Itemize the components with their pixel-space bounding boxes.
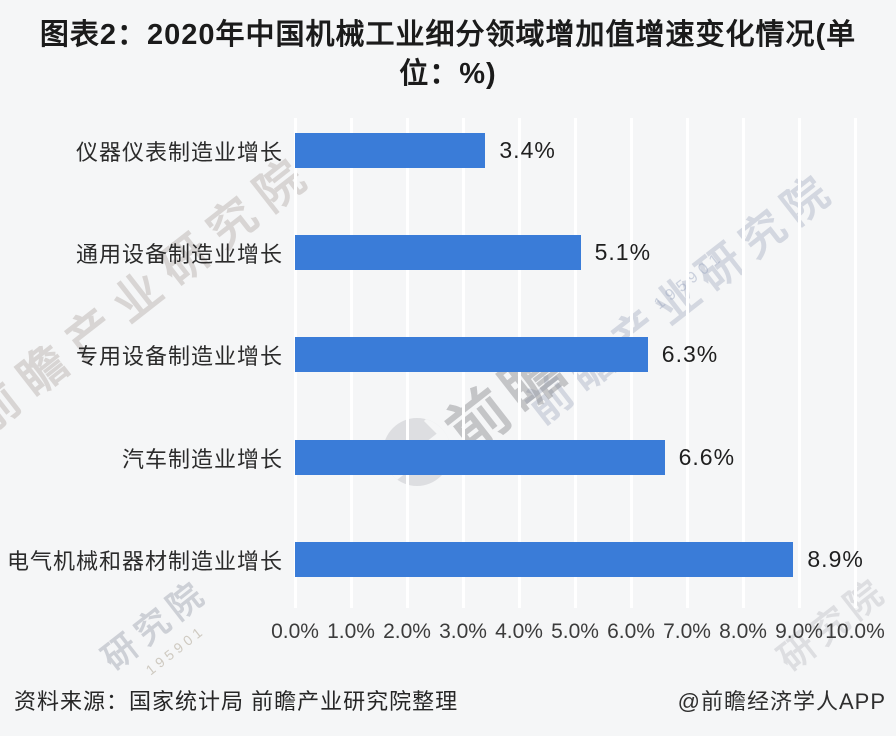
x-tick-label: 5.0%: [551, 620, 599, 643]
x-tick-label: 10.0%: [825, 620, 885, 643]
value-label: 6.6%: [678, 444, 736, 470]
bar: [295, 337, 648, 372]
bar: [295, 542, 794, 577]
x-tick-label: 2.0%: [383, 620, 431, 643]
x-tick-label: 0.0%: [271, 620, 319, 643]
bar-row: 专用设备制造业增长 6.3%: [76, 337, 855, 372]
source-note: 资料来源：国家统计局 前瞻产业研究院整理: [14, 689, 459, 714]
gridline: [685, 118, 689, 608]
x-tick-label: 8.0%: [719, 620, 767, 643]
category-label: 电气机械和器材制造业增长: [6, 548, 283, 574]
bar-row: 仪器仪表制造业增长 3.4%: [76, 133, 855, 168]
gridline: [853, 118, 857, 608]
x-tick-label: 3.0%: [439, 620, 487, 643]
x-tick-label: 4.0%: [495, 620, 543, 643]
x-axis: 0.0% 1.0% 2.0% 3.0% 4.0% 5.0% 6.0% 7.0% 8.0% 9.0%…: [271, 620, 885, 650]
category-label: 汽车制造业增长: [121, 446, 283, 472]
category-label: 专用设备制造业增长: [75, 343, 283, 369]
bar: [295, 440, 665, 475]
watermark-bottom-left: 研究院: [95, 572, 216, 679]
category-label: 通用设备制造业增长: [75, 241, 283, 267]
bar-row: 电气机械和器材制造业增长 8.9%: [7, 542, 863, 577]
x-tick-label: 7.0%: [663, 620, 711, 643]
category-label: 仪器仪表制造业增长: [75, 139, 283, 165]
plot-area: 仪器仪表制造业增长 3.4% 通用设备制造业增长 5.1% 专用设备制造业增长 6.3% 汽…: [7, 118, 863, 608]
bar-row: 通用设备制造业增长 5.1%: [76, 235, 855, 270]
watermark-bottom-left-numbers: 195901: [142, 621, 209, 679]
x-tick-label: 9.0%: [775, 620, 823, 643]
x-tick-label: 1.0%: [327, 620, 375, 643]
bar: [295, 133, 486, 168]
credit-note: @前瞻经济学人APP: [677, 689, 886, 714]
value-label: 8.9%: [807, 546, 864, 572]
gridline: [741, 118, 745, 608]
chart-title: 图表2：2020年中国机械工业细分领域增加值增速变化情况(单位：%): [39, 19, 857, 91]
value-label: 5.1%: [594, 239, 652, 265]
x-tick-label: 6.0%: [607, 620, 655, 643]
gridline: [797, 118, 801, 608]
value-label: 3.4%: [499, 137, 556, 163]
bar-row: 汽车制造业增长 6.6%: [122, 440, 855, 475]
value-label: 6.3%: [661, 341, 719, 367]
bar: [295, 235, 581, 270]
